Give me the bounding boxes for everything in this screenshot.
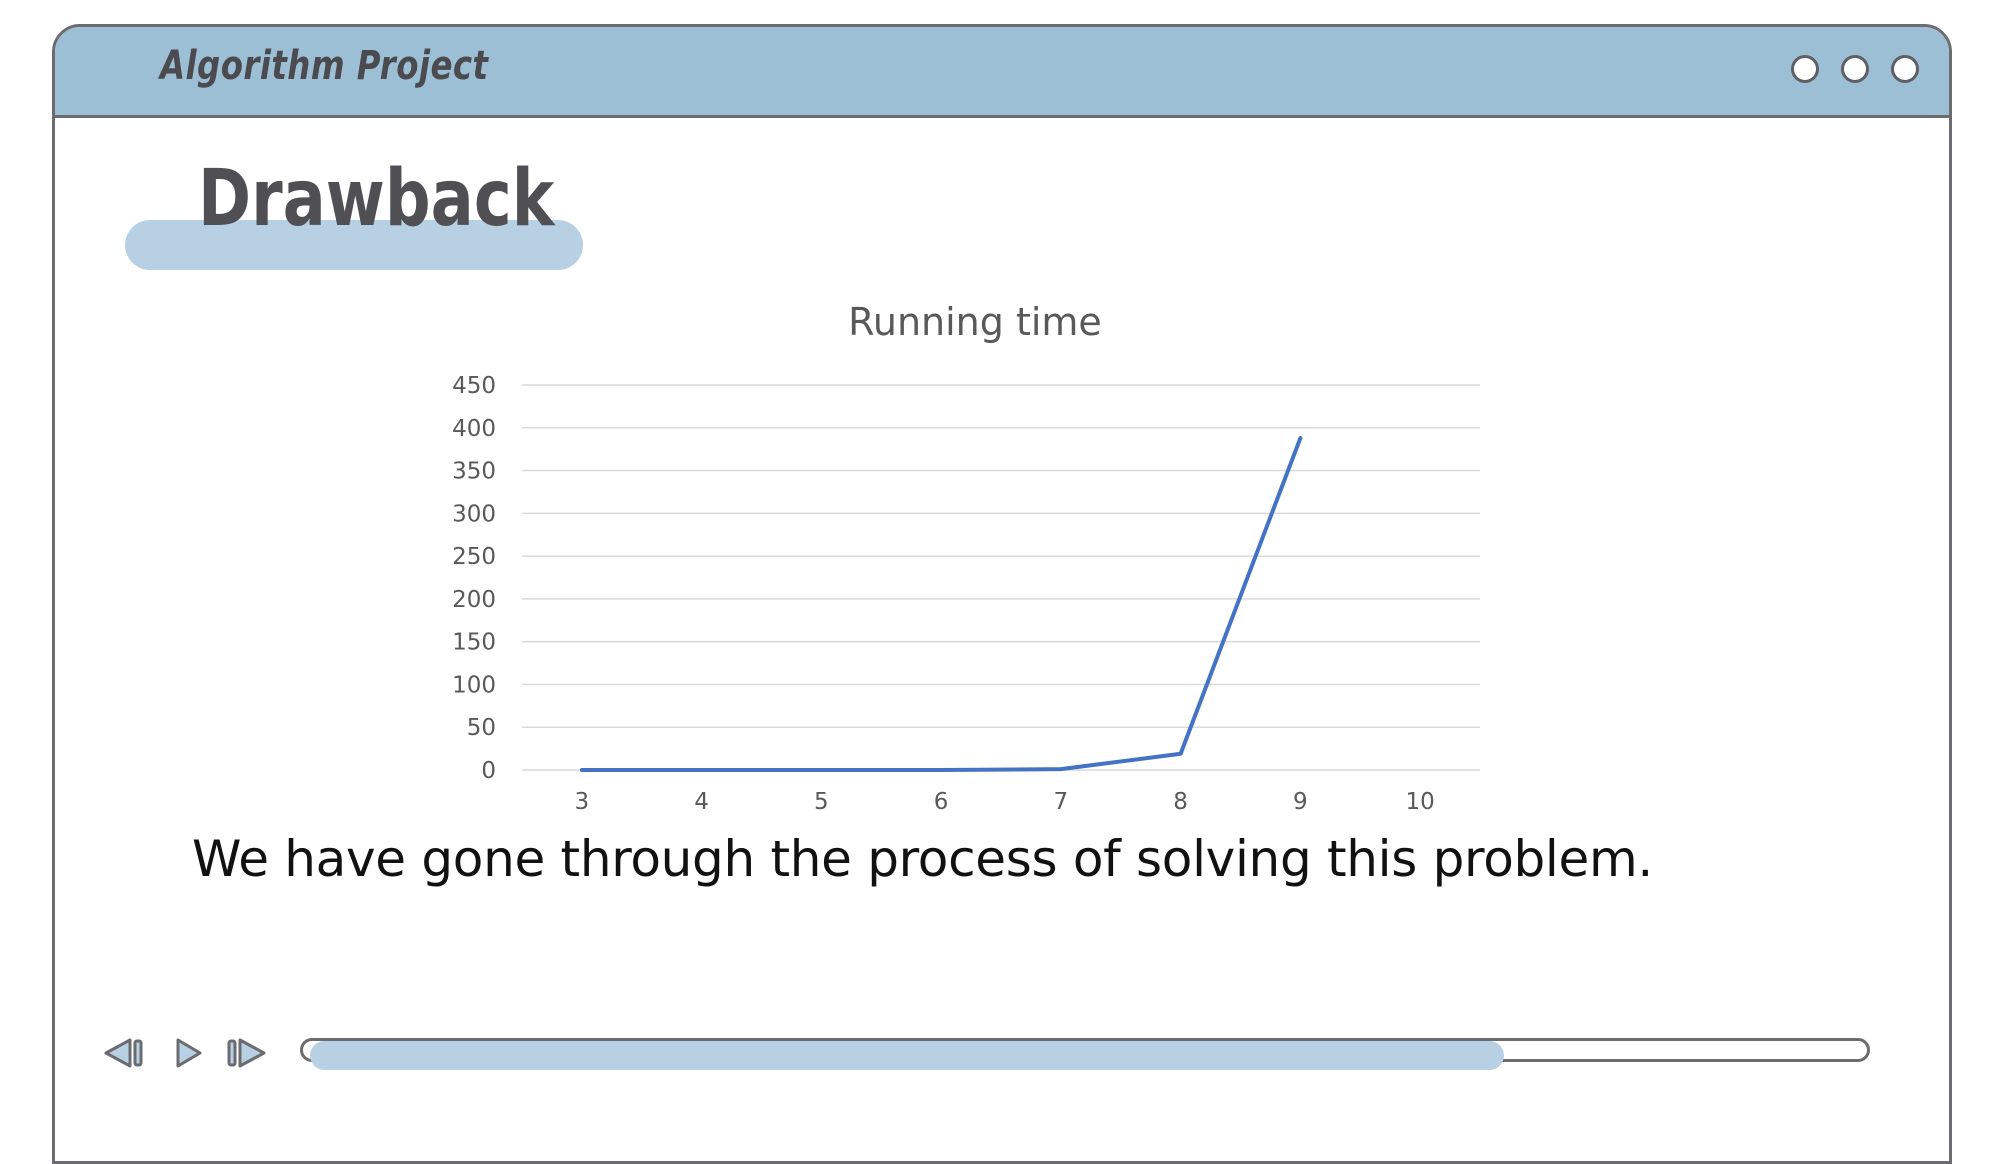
slide-body-text: We have gone through the process of solv… [192, 830, 1653, 888]
skip-next-icon[interactable] [224, 1036, 270, 1070]
window-circle-2-icon[interactable] [1841, 55, 1869, 83]
y-tick-label: 450 [452, 373, 496, 399]
x-tick-label: 4 [694, 789, 709, 815]
title-bar: Algorithm Project [55, 27, 1949, 118]
y-tick-label: 150 [452, 630, 496, 656]
y-tick-label: 0 [481, 758, 496, 784]
y-tick-label: 100 [452, 672, 496, 698]
y-tick-label: 350 [452, 459, 496, 485]
y-tick-label: 200 [452, 587, 496, 613]
skip-previous-icon[interactable] [100, 1036, 146, 1070]
series-line [579, 436, 1303, 772]
y-tick-label: 50 [467, 715, 496, 741]
play-icon[interactable] [172, 1036, 206, 1070]
x-tick-label: 8 [1173, 789, 1188, 815]
slide-heading: Drawback [198, 154, 555, 244]
progress-fill [310, 1041, 1504, 1070]
x-tick-label: 9 [1293, 789, 1308, 815]
x-tick-label: 3 [575, 789, 590, 815]
y-tick-label: 250 [452, 544, 496, 570]
app-title: Algorithm Project [160, 43, 489, 89]
y-tick-label: 300 [452, 501, 496, 527]
y-tick-label: 400 [452, 416, 496, 442]
running-time-chart: 0 50 100 150 200 250 300 350 400 450 3 4 5 6 7 8 9 10 [452, 373, 1480, 815]
window-circle-1-icon[interactable] [1791, 55, 1819, 83]
app-window: Algorithm Project [52, 24, 1952, 1164]
chart-title: Running time [848, 300, 1102, 344]
heading-highlight [125, 220, 583, 270]
window-circle-3-icon[interactable] [1891, 55, 1919, 83]
x-tick-label: 10 [1405, 789, 1434, 815]
x-tick-label: 7 [1054, 789, 1069, 815]
x-tick-label: 5 [814, 789, 829, 815]
x-tick-label: 6 [934, 789, 949, 815]
